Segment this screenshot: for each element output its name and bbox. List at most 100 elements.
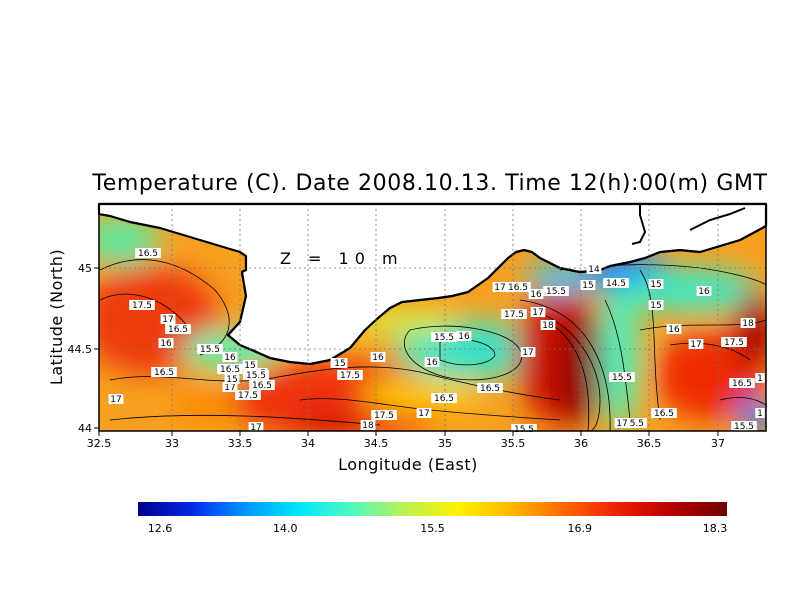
contour-label: 15 [226, 375, 237, 385]
contour-labels: 16.517.51716.51615.51616.51717.51515.516… [108, 248, 765, 435]
contour-label-bg [337, 370, 363, 380]
contour-label: 16.5 [252, 381, 272, 391]
contour-label-bg [755, 408, 765, 418]
contour-label: 17 [162, 315, 173, 325]
contour-label-bg [151, 367, 177, 377]
contour-label-bg [511, 424, 537, 434]
chart-title: Temperature (C). Date 2008.10.13. Time 1… [92, 171, 768, 196]
contour-label-bg [456, 331, 472, 341]
contour-label-bg [729, 378, 755, 388]
x-tick-label: 35.5 [501, 437, 526, 450]
contour-label-bg [224, 374, 240, 384]
contour-label: 15 [244, 361, 255, 371]
contour-label-bg [332, 358, 348, 368]
contour-label: 1 [757, 374, 763, 384]
contour-label: 16.5 [508, 283, 528, 293]
contour-label: 15 [650, 301, 661, 311]
contour-label: 15 [334, 359, 345, 369]
contour-label: 16.5 [138, 249, 158, 259]
contour-label-bg [651, 408, 677, 418]
contour-label: 17.5 [238, 391, 258, 401]
land-fill [97, 202, 768, 366]
contour-label-bg [648, 300, 664, 310]
contour-label: 15 [650, 280, 661, 290]
contour-label-bg [609, 372, 635, 382]
contour-label: 17 [418, 409, 429, 419]
colorbar-ticks: 12.6 14.0 15.5 16.9 18.3 [148, 522, 728, 535]
contour-label-bg [108, 394, 124, 404]
contour-label-bg [370, 352, 386, 362]
contour-label: 15.5 [546, 287, 566, 297]
contour-label: 16.5 [654, 409, 674, 419]
contour-label-bg [424, 357, 440, 367]
contour-label-bg [586, 264, 602, 274]
contour-label: 14.5 [606, 279, 626, 289]
contour-label: 17 [522, 348, 533, 358]
x-tick-label: 33 [165, 437, 179, 450]
contour-label-bg [248, 422, 264, 432]
contour-label: 17 [494, 283, 505, 293]
contour-label: 16.5 [480, 384, 500, 394]
contour-label: 16.5 [434, 394, 454, 404]
contour-label-bg [243, 370, 269, 380]
contour-label: 17.5 [374, 411, 394, 421]
contour-label: 15.5 [624, 419, 644, 429]
contour-label: 17.5 [724, 338, 744, 348]
contour-label-bg [160, 314, 176, 324]
contour-label: 16 [698, 287, 710, 297]
contour-label: 15.5 [734, 422, 754, 432]
contour-label-bg [235, 390, 261, 400]
x-tick-label: 34.5 [364, 437, 389, 450]
contour-label-bg [520, 347, 536, 357]
contour-label-bg [501, 309, 527, 319]
contour-label: 15 [582, 281, 593, 291]
contour-label-bg [648, 279, 664, 289]
contour-label-bg [731, 421, 757, 431]
contour-label-bg [540, 320, 556, 330]
contour-label: 17 [532, 308, 543, 318]
contour-label-bg [614, 418, 630, 428]
x-tick-label: 33.5 [228, 437, 253, 450]
contour-label: 17.5 [132, 301, 152, 311]
contour-label: 16 [224, 353, 236, 363]
contour-label-bg [371, 410, 397, 420]
contour-label: 16.5 [168, 325, 188, 335]
contour-label: 17 [616, 419, 627, 429]
contour-label: 17.5 [340, 371, 360, 381]
x-tick-label: 32.5 [87, 437, 112, 450]
contour-label-bg [530, 307, 546, 317]
contour-label: 15.5 [434, 333, 454, 343]
contour-label-bg [721, 337, 747, 347]
contour-label: 14 [588, 265, 600, 275]
depth-label: Z = 10 m [280, 249, 404, 268]
contour-label: 16.5 [154, 368, 174, 378]
contour-label: 17.5 [504, 310, 524, 320]
contour-label: 17 [690, 340, 701, 350]
contour-label: 16 [530, 290, 542, 300]
contour-label: 15.5 [612, 373, 632, 383]
contour-label: 16.5 [220, 365, 240, 375]
contour-label: 17 [224, 383, 235, 393]
x-tick-label: 35 [438, 437, 452, 450]
contour-label: 17 [110, 395, 121, 405]
colorbar-tick-label: 14.0 [273, 522, 298, 535]
contour-label-bg [477, 383, 503, 393]
y-tick-label: 45 [78, 262, 92, 275]
colorbar-tick-label: 18.3 [703, 522, 728, 535]
colorbar-tick-label: 16.9 [568, 522, 593, 535]
x-tick-label: 36.5 [637, 437, 662, 450]
contour-label: 1 [757, 409, 763, 419]
contour-label-bg [242, 360, 258, 370]
contour-label-bg [621, 418, 647, 428]
contour-label: 18 [362, 421, 374, 431]
contour-label-bg [158, 338, 174, 348]
contour-label-bg [688, 339, 704, 349]
contour-label-bg [755, 373, 765, 383]
contour-label-bg [492, 282, 508, 292]
y-axis: 45 44.5 44 [68, 262, 99, 435]
contour-label-bg [666, 324, 682, 334]
contour-label-bg [197, 344, 223, 354]
contour-label-bg [603, 278, 629, 288]
y-axis-title: Latitude (North) [47, 249, 66, 385]
